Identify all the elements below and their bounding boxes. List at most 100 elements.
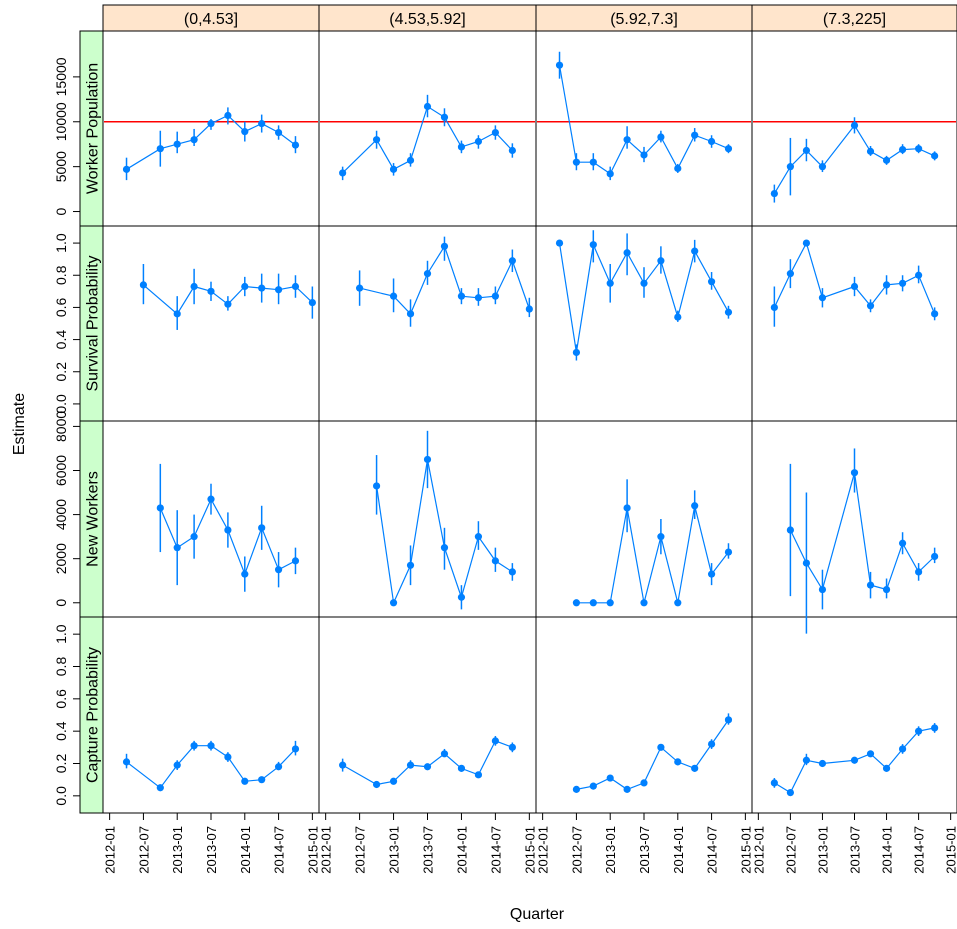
data-point (156, 145, 164, 153)
data-point (640, 279, 648, 287)
data-point (898, 745, 907, 753)
data-point (406, 561, 415, 569)
data-point (691, 764, 699, 772)
data-point (572, 599, 581, 607)
data-point (258, 524, 266, 532)
y-tick-label: 0 (53, 599, 69, 607)
data-point (139, 281, 148, 289)
x-tick-label: 2014-01 (454, 826, 469, 874)
panel-marks (572, 479, 733, 607)
data-point (657, 533, 665, 541)
data-point (241, 777, 249, 785)
x-tick-label: 2012-07 (353, 826, 368, 874)
column-strip-label: (7.3,225] (823, 11, 886, 28)
data-point (156, 504, 164, 512)
data-point (207, 287, 215, 295)
data-point (898, 539, 907, 547)
data-point (389, 292, 398, 300)
data-point (173, 140, 181, 148)
x-tick-label: 2012-01 (319, 826, 334, 874)
data-point (274, 566, 283, 574)
series-line (126, 745, 296, 789)
y-tick-label: 0.6 (53, 689, 69, 709)
data-point (423, 102, 432, 111)
data-point (274, 128, 283, 137)
x-tick-label: 2014-07 (912, 826, 927, 874)
data-point (258, 119, 266, 128)
panel-frame (751, 616, 957, 814)
panel-marks (372, 430, 516, 610)
data-point (866, 750, 875, 758)
series-line (773, 124, 935, 194)
data-point (224, 753, 232, 761)
data-point (882, 281, 891, 289)
panel-frame (102, 225, 320, 422)
panel-marks (139, 263, 316, 330)
column-strip-label: (0,4.53] (184, 11, 238, 28)
panel-marks (356, 236, 533, 327)
data-point (674, 313, 682, 321)
data-point (241, 282, 249, 291)
data-point (724, 716, 733, 724)
data-point (291, 557, 300, 565)
y-axis-title: Estimate (11, 393, 28, 455)
data-point (572, 158, 581, 166)
y-tick-label: 6000 (53, 455, 69, 486)
data-point (882, 585, 891, 594)
data-point (786, 163, 794, 171)
data-point (818, 759, 827, 768)
data-point (224, 300, 232, 308)
data-point (786, 526, 794, 534)
column-strip (751, 4, 957, 32)
data-point (915, 727, 923, 735)
panel-frame (318, 225, 537, 422)
panel-marks (753, 117, 956, 203)
data-point (850, 469, 859, 477)
data-point (866, 581, 875, 589)
data-point (931, 152, 939, 160)
panel-marks (122, 740, 300, 792)
x-axis-title: Quarter (510, 906, 565, 923)
data-point (457, 593, 466, 601)
data-point (674, 164, 682, 173)
data-point (389, 777, 398, 785)
data-point (474, 137, 483, 146)
data-point (707, 137, 716, 146)
series-line (773, 241, 936, 315)
data-point (802, 239, 811, 247)
data-point (356, 284, 364, 292)
data-point (474, 533, 483, 541)
data-point (915, 145, 923, 153)
data-point (457, 143, 466, 151)
data-point (224, 111, 232, 120)
data-point (555, 61, 564, 69)
series-line (576, 719, 729, 791)
x-tick-label: 2012-01 (103, 826, 118, 874)
data-marks (104, 51, 956, 797)
y-tick-label: 2000 (53, 543, 69, 574)
data-point (491, 128, 499, 137)
data-point (866, 147, 875, 155)
data-point (724, 308, 733, 316)
data-point (818, 163, 827, 171)
data-point (474, 771, 483, 779)
data-point (156, 784, 164, 792)
x-tick-label: 2013-01 (170, 826, 185, 874)
panel-frames (102, 30, 957, 814)
data-point (572, 785, 581, 793)
data-point (770, 303, 778, 312)
x-tick-label: 2014-07 (272, 826, 287, 874)
y-tick-label: 4000 (53, 499, 69, 530)
data-point (640, 151, 648, 159)
column-strip-label: (4.53,5.92] (389, 11, 466, 28)
data-point (207, 119, 215, 128)
data-point (818, 585, 827, 594)
data-point (241, 570, 249, 578)
panel-frame (102, 420, 320, 618)
panel-marks (339, 736, 516, 789)
data-point (491, 292, 499, 300)
x-tick-label: 2012-01 (751, 826, 766, 874)
data-point (606, 599, 614, 607)
data-point (241, 128, 249, 136)
y-tick-label: 10000 (53, 102, 69, 141)
